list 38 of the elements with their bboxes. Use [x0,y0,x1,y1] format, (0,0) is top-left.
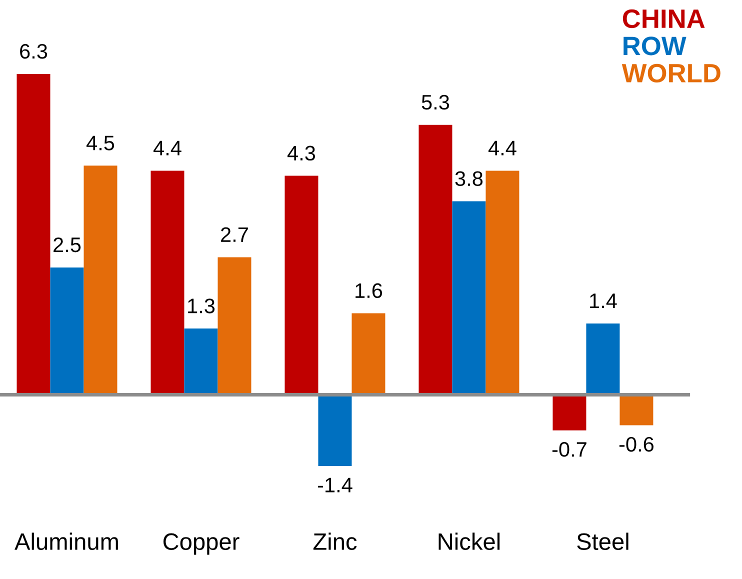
bar [218,257,252,395]
text: WORLD [622,64,720,83]
bar [184,328,218,395]
bar [352,313,386,395]
data-label: -0.7 [552,442,586,457]
x-tick-label: Zinc [313,532,357,550]
bar [284,176,318,395]
bar [150,170,184,395]
data-label: 2.7 [221,227,248,242]
bar [318,394,352,466]
x-tick-label: Nickel [438,532,500,550]
data-label: 3.8 [455,171,483,186]
data-label: 6.3 [20,44,48,59]
text: CHINA [622,9,705,28]
bar [552,394,586,430]
data-label: 1.6 [356,283,382,298]
data-label: 1.4 [590,294,617,308]
bar [586,323,620,395]
bar [16,74,50,395]
data-label: -0.6 [619,436,654,452]
bar [620,394,654,426]
x-tick-label: Aluminum [14,532,118,550]
bar [486,170,520,395]
data-label: 4.3 [287,146,316,161]
x-tick-label: Copper [163,533,240,555]
data-label: 4.5 [86,136,114,150]
bar [84,166,118,395]
bar [452,201,486,395]
data-label: 2.5 [54,237,81,252]
text: ROW [624,36,686,56]
data-label: 5.3 [422,94,450,110]
data-label: -1.4 [318,478,352,492]
data-label: 4.4 [488,140,516,156]
data-label: 4.4 [153,140,182,156]
bar [50,267,84,395]
bar [418,124,452,395]
x-tick-label: Steel [577,532,628,550]
data-label: 1.3 [188,298,215,314]
